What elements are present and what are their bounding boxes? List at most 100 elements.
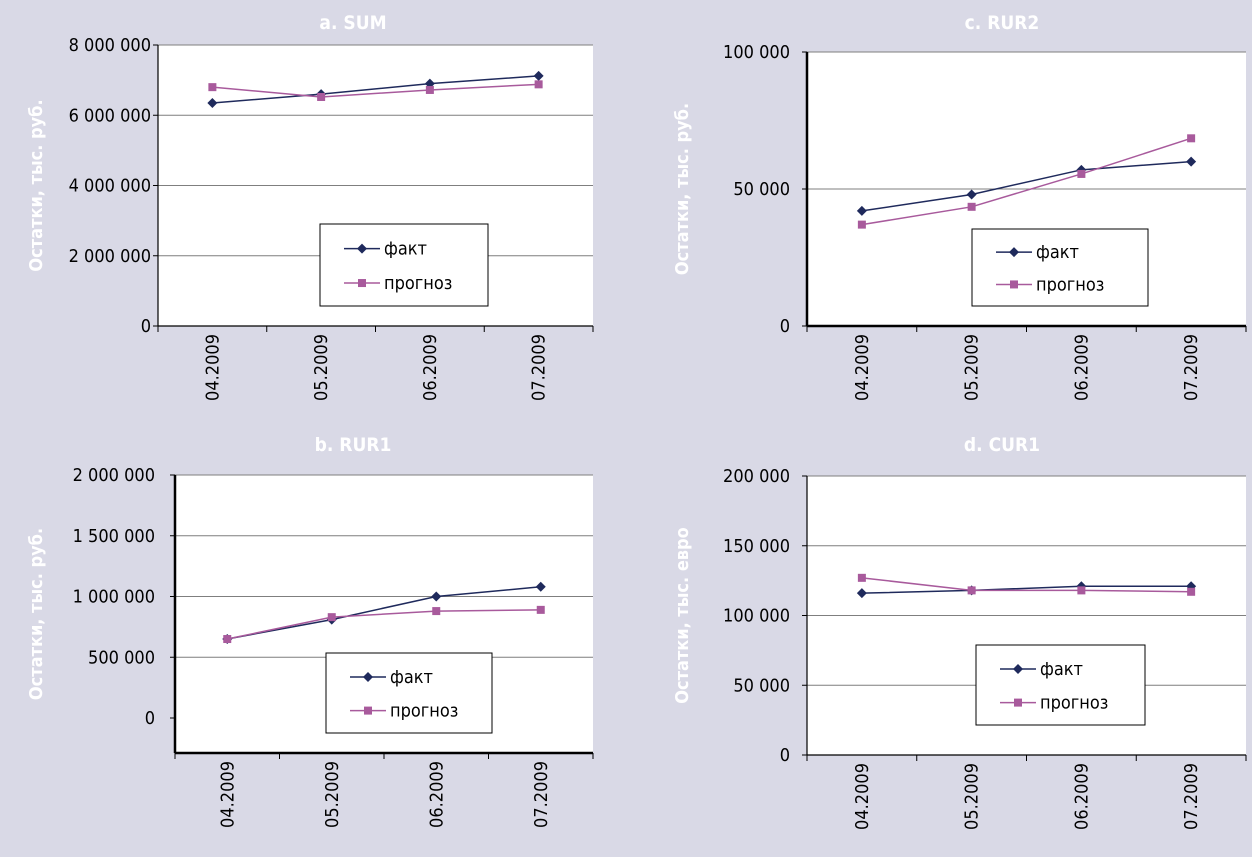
data-point-c-0-3 <box>1186 156 1197 167</box>
series-line-a-0 <box>212 75 539 104</box>
data-point-a-1-1 <box>317 92 326 101</box>
x-tick-label-c-2: 06.2009 <box>1071 334 1092 401</box>
x-tick-label-d-3: 07.2009 <box>1181 763 1202 830</box>
y-tick-label-d-2: 100 000 <box>723 606 790 627</box>
y-tick-label-b-1: 500 000 <box>88 647 155 668</box>
legend-box-c <box>971 228 1149 307</box>
y-tick-label-d-1: 50 000 <box>733 675 790 696</box>
y-tick-label-b-3: 1 500 000 <box>73 526 155 547</box>
series-line-b-0 <box>227 586 541 640</box>
x-tick-label-b-0: 04.2009 <box>217 761 238 828</box>
data-point-b-0-3 <box>535 581 546 592</box>
x-tick-label-c-1: 05.2009 <box>962 334 983 401</box>
y-tick-label-a-4: 8 000 000 <box>69 35 151 56</box>
x-tick-label-a-3: 07.2009 <box>529 334 550 401</box>
legend-box-a <box>319 223 489 307</box>
data-point-d-1-2 <box>1077 586 1086 595</box>
chart-title-c: c. RUR2 <box>965 12 1040 34</box>
data-point-a-0-0 <box>207 97 218 108</box>
x-tick-label-d-0: 04.2009 <box>852 763 873 830</box>
chart-title-a: a. SUM <box>319 12 386 34</box>
y-tick-label-c-2: 100 000 <box>723 42 790 63</box>
data-point-b-0-2 <box>431 591 442 602</box>
x-tick-label-b-1: 05.2009 <box>322 761 343 828</box>
y-tick-label-d-3: 150 000 <box>723 536 790 557</box>
y-tick-label-b-0: 0 <box>145 708 155 729</box>
data-point-c-0-1 <box>966 189 977 200</box>
series-line-d-0 <box>861 585 1192 594</box>
x-tick-label-b-3: 07.2009 <box>531 761 552 828</box>
legend-label-d-0: факт <box>1040 659 1083 680</box>
x-tick-label-a-0: 04.2009 <box>202 334 223 401</box>
legend-marker-b-0 <box>363 672 373 682</box>
data-point-c-0-0 <box>856 205 867 216</box>
data-point-d-1-1 <box>967 586 976 595</box>
legend-label-b-1: прогноз <box>390 701 458 722</box>
y-tick-label-c-1: 50 000 <box>733 179 790 200</box>
legend-marker-d-0 <box>1013 664 1023 674</box>
legend-marker-d-1 <box>1014 698 1022 707</box>
data-point-b-1-2 <box>432 607 441 616</box>
y-tick-label-a-1: 2 000 000 <box>69 246 151 267</box>
y-tick-label-b-4: 2 000 000 <box>73 465 155 486</box>
series-line-a-1 <box>212 83 539 98</box>
legend-label-c-1: прогноз <box>1036 274 1104 295</box>
chart-panel-d: 0 50 000 100 000 150 000 200 000 04.2009 05.20… <box>672 434 1247 830</box>
data-point-a-1-3 <box>534 80 543 89</box>
x-tick-label-a-1: 05.2009 <box>311 334 332 401</box>
legend-label-a-0: факт <box>384 239 427 260</box>
legend-marker-a-0 <box>357 243 367 254</box>
y-axis-title-b: Остатки, тыс. руб. <box>26 528 47 700</box>
data-point-b-1-3 <box>536 605 545 614</box>
data-point-c-1-0 <box>857 220 866 229</box>
chart-title-b: b. RUR1 <box>315 434 392 456</box>
series-line-b-1 <box>227 609 541 640</box>
y-tick-label-a-2: 4 000 000 <box>69 176 151 197</box>
legend-label-d-1: прогноз <box>1040 693 1108 714</box>
data-point-a-1-0 <box>208 83 217 92</box>
y-tick-label-d-4: 200 000 <box>723 466 790 487</box>
y-tick-label-d-0: 0 <box>780 745 790 766</box>
legend-label-c-0: факт <box>1036 242 1079 263</box>
y-tick-label-c-0: 0 <box>780 316 790 337</box>
legend-label-b-0: факт <box>390 667 433 688</box>
data-point-c-1-1 <box>967 202 976 211</box>
legend-marker-b-1 <box>364 706 372 715</box>
data-point-b-1-0 <box>223 635 232 644</box>
y-axis-title-a: Остатки, тыс. руб. <box>26 99 47 271</box>
chart-panel-c: 0 50 000 100 000 04.2009 05.2009 06.2009 07.20… <box>672 12 1247 401</box>
x-tick-label-b-2: 06.2009 <box>426 761 447 828</box>
data-point-a-1-2 <box>425 85 434 94</box>
data-point-d-1-0 <box>857 573 866 582</box>
x-tick-label-d-1: 05.2009 <box>962 763 983 830</box>
data-point-c-1-2 <box>1077 169 1086 178</box>
y-tick-label-a-0: 0 <box>141 316 151 337</box>
series-line-c-0 <box>861 160 1192 212</box>
x-tick-label-d-2: 06.2009 <box>1071 763 1092 830</box>
data-point-b-1-1 <box>327 613 336 622</box>
x-tick-label-c-3: 07.2009 <box>1181 334 1202 401</box>
legend-label-a-1: прогноз <box>384 273 452 294</box>
data-point-c-1-3 <box>1187 134 1196 143</box>
chart-title-d: d. CUR1 <box>964 434 1040 456</box>
chart-panel-b: 0 500 000 1 000 000 1 500 000 2 000 000 04.20… <box>26 434 594 828</box>
legend-marker-a-1 <box>358 279 366 288</box>
x-tick-label-a-2: 06.2009 <box>420 334 441 401</box>
x-tick-label-c-0: 04.2009 <box>852 334 873 401</box>
legend-marker-c-1 <box>1010 280 1018 289</box>
legend-box-d <box>975 644 1146 726</box>
series-line-c-1 <box>861 137 1192 226</box>
legend-marker-c-0 <box>1009 247 1019 258</box>
y-tick-label-a-3: 6 000 000 <box>69 105 151 126</box>
legend-box-b <box>325 652 493 734</box>
data-point-d-1-3 <box>1187 587 1196 596</box>
data-point-a-0-3 <box>533 70 544 81</box>
y-axis-title-c: Остатки, тыс. руб. <box>672 103 693 275</box>
series-line-d-1 <box>861 577 1192 593</box>
y-tick-label-b-2: 1 000 000 <box>73 587 155 608</box>
y-axis-title-d: Остатки, тыс. евро <box>672 527 693 704</box>
chart-panel-a: 0 2 000 000 4 000 000 6 000 000 8 000 000 04.… <box>26 12 594 401</box>
data-point-d-0-0 <box>856 588 867 599</box>
